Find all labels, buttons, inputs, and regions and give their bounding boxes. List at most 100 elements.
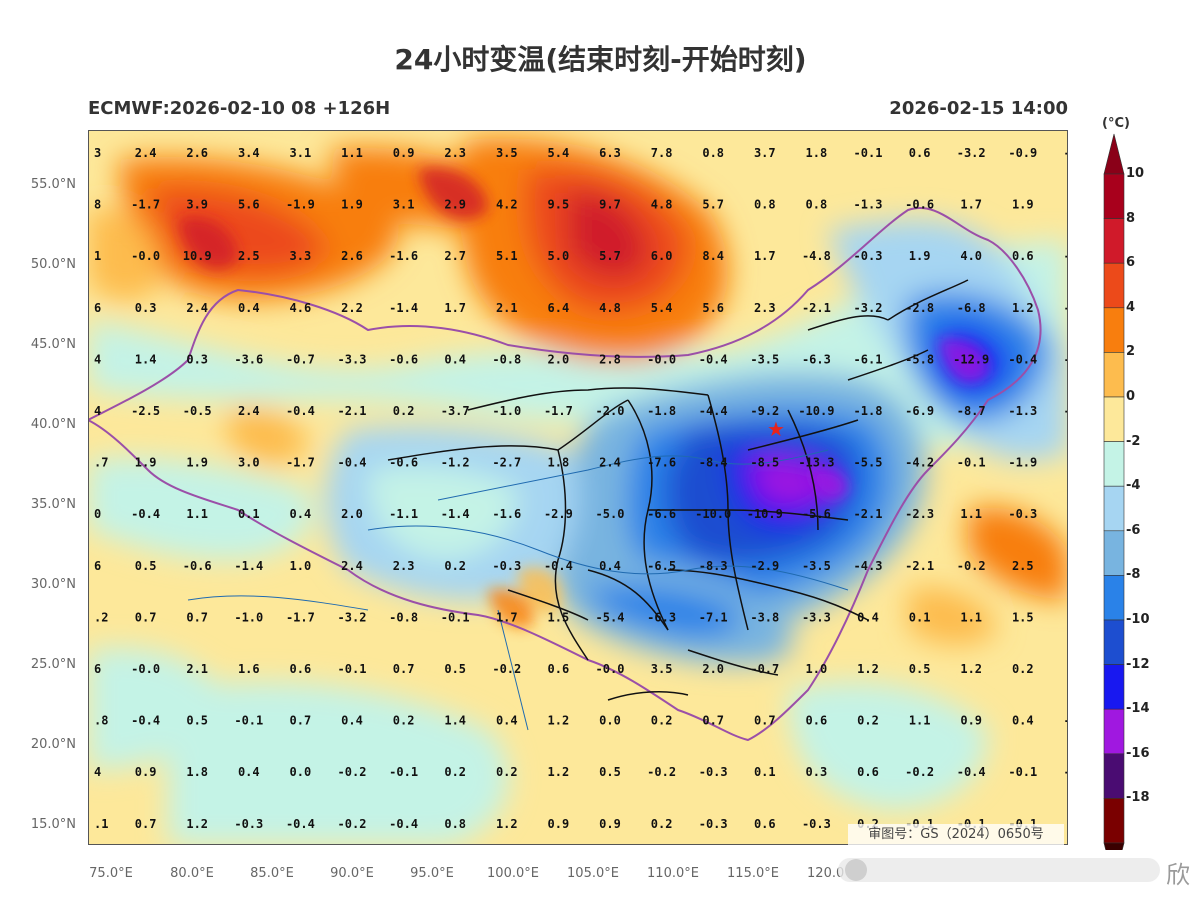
grid-value: 3.0 [238,456,260,470]
chart-title: 24小时变温(结束时刻-开始时刻) [394,43,807,76]
grid-value: -0.7 [286,352,315,366]
grid-value: 0.6 [290,662,312,676]
colorbar-top-arrow [1103,133,1125,175]
grid-value: .1 [94,817,108,831]
grid-value: -8.5 [750,456,779,470]
colorbar-label: 0 [1126,389,1136,404]
grid-value: -8.7 [957,404,986,418]
grid-value: -0.1 [234,714,263,728]
grid-value: 0.8 [806,198,828,212]
grid-value: 0.6 [857,765,879,779]
grid-value: 0.6 [548,662,570,676]
grid-value: -3.5 [802,559,831,573]
colorbar-segment [1103,396,1125,442]
grid-value: .8 [94,714,108,728]
grid-value: 1.2 [186,817,208,831]
grid-value: -2.1 [905,559,934,573]
colorbar-segment [1103,619,1125,665]
longitude-label: 80.0°E [170,866,214,881]
grid-value: 1.1 [960,610,982,624]
grid-value: -2.9 [750,559,779,573]
grid-value: 0.1 [909,610,931,624]
grid-value: 0.6 [1012,249,1034,263]
grid-value: 1.9 [135,456,157,470]
latitude-label: 20.0°N [30,737,76,752]
map-approval-number: 审图号：GS（2024）0650号 [848,824,1064,846]
grid-value: 0.7 [135,610,157,624]
grid-value: 1.4 [135,352,157,366]
grid-value: 1.1 [909,714,931,728]
grid-value: -0.3 [234,817,263,831]
grid-value: 1.6 [238,662,260,676]
grid-value: -6.6 [647,507,676,521]
grid-value: 0.7 [186,610,208,624]
grid-value: 5.1 [496,249,518,263]
grid-value: 1.1 [960,507,982,521]
grid-value: 2.1 [186,662,208,676]
longitude-label: 115.0°E [727,866,779,881]
grid-value: 1.4 [444,714,466,728]
grid-value: -7.1 [699,610,728,624]
grid-value: 2.6 [186,146,208,160]
grid-value: 4.0 [960,249,982,263]
grid-value: 1.0 [806,662,828,676]
grid-value: -0.4 [131,714,160,728]
grid-value: 5.6 [238,198,260,212]
grid-value: 0.9 [599,817,621,831]
grid-value: 3.9 [186,198,208,212]
grid-value: -3. [1064,301,1068,315]
grid-value: 2.3 [754,301,776,315]
grid-value: 0.8 [444,817,466,831]
grid-value: -8.3 [699,559,728,573]
grid-value: -2.9 [544,507,573,521]
grid-value: 0.6 [754,817,776,831]
grid-value: -6. [1064,352,1068,366]
grid-value: -1.9 [1008,456,1037,470]
grid-value: -0.2 [338,817,367,831]
grid-value: 0.2 [393,714,415,728]
colorbar-label: -6 [1126,522,1141,538]
grid-value: -2.1 [338,404,367,418]
valid-time-label: 2026-02-15 14:00 [889,98,1068,119]
grid-value: 0.4 [238,765,260,779]
grid-value: -0.3 [854,249,883,263]
grid-value: 1.8 [186,765,208,779]
grid-value: 0.7 [393,662,415,676]
colorbar-segment [1103,173,1125,219]
grid-value: .7 [94,456,108,470]
grid-value: -0. [1064,765,1068,779]
grid-value: 0.2 [857,714,879,728]
watermark-text: 欣 [1166,861,1190,889]
longitude-label: 110.0°E [647,866,699,881]
colorbar-segment [1103,441,1125,487]
grid-value: -0.0 [647,352,676,366]
longitude-label: 100.0°E [487,866,539,881]
grid-value: -0.3 [699,765,728,779]
grid-value: 0.8 [754,198,776,212]
grid-value: -0.0 [131,662,160,676]
grid-value: -0.8 [492,352,521,366]
grid-value: 2.4 [186,301,208,315]
colorbar-label: -2 [1126,433,1141,449]
grid-value: -0.4 [286,817,315,831]
grid-value: -2.7 [492,456,521,470]
grid-value: 1.5 [548,610,570,624]
grid-value: 3.7 [754,146,776,160]
longitude-label: 75.0°E [89,866,133,881]
grid-value: 2.4 [599,456,621,470]
grid-value: 1.2 [1012,301,1034,315]
longitude-label: 85.0°E [250,866,294,881]
grid-value: 0.7 [135,817,157,831]
grid-value: 10.9 [183,249,212,263]
grid-value: 2.0 [548,352,570,366]
colorbar-segment [1103,575,1125,621]
grid-value: -0.7 [750,662,779,676]
colorbar-label: -16 [1126,745,1150,761]
red-star-marker: ★ [767,417,785,441]
grid-value: -0.8 [389,610,418,624]
grid-value: -0.2 [647,765,676,779]
longitude-label: 95.0°E [410,866,454,881]
grid-value: 0.2 [651,714,673,728]
grid-value: 2.7 [444,249,466,263]
latitude-label: 30.0°N [30,577,76,592]
